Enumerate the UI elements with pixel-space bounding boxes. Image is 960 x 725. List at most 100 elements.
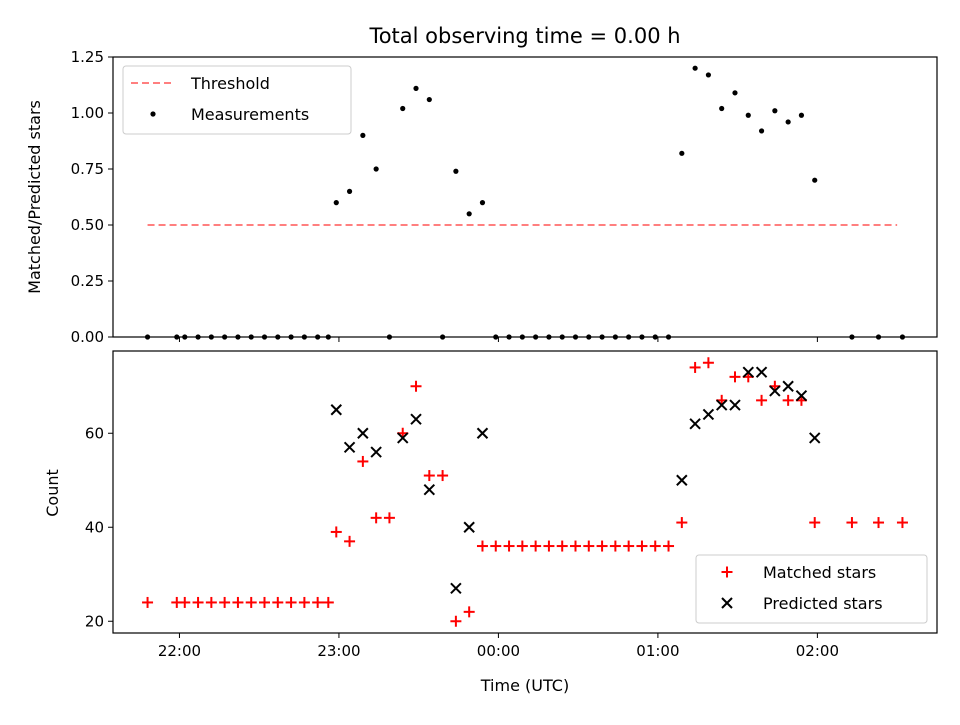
cross-stroke — [809, 432, 821, 444]
matched-star-point — [298, 596, 310, 608]
cross-stroke — [729, 399, 741, 411]
matched-star-point — [437, 470, 449, 482]
matched-star-point — [142, 596, 154, 608]
matched-star-point — [809, 517, 821, 529]
predicted-star-point — [676, 474, 688, 486]
predicted-star-point — [357, 427, 369, 439]
matched-star-point — [259, 596, 271, 608]
top-chart-title: Total observing time = 0.00 h — [368, 24, 680, 48]
matched-star-point — [344, 535, 356, 547]
x-tick-label: 00:00 — [477, 642, 520, 660]
predicted-legend-cross — [721, 597, 733, 609]
bottom-axes-frame — [112, 350, 938, 634]
measurement-point — [413, 85, 419, 91]
measurement-point — [758, 128, 765, 134]
x-tick-label: 23:00 — [317, 642, 360, 660]
predicted-star-point — [702, 408, 715, 421]
matched-star-point — [179, 596, 191, 608]
matched-star-point — [846, 517, 858, 529]
predicted-star-point — [782, 380, 794, 392]
cross-stroke — [795, 389, 808, 402]
measurement-point — [745, 112, 751, 118]
x-axis-label: Time (UTC) — [480, 676, 569, 695]
top-legend-frame — [122, 65, 352, 135]
measurement-point — [705, 72, 712, 78]
measurement-point — [679, 150, 685, 156]
measurement-point — [346, 188, 353, 194]
cross-stroke — [476, 427, 489, 439]
top-y-tick-label: 0.25 — [71, 272, 104, 290]
top-y-axis-label: Matched/Predicted stars — [25, 100, 44, 294]
matched-star-point — [192, 596, 204, 608]
top-y-tick-label: 1.25 — [71, 48, 104, 66]
matched-star-point — [232, 596, 244, 608]
matched-star-point — [312, 596, 324, 608]
x-tick-label: 22:00 — [158, 642, 201, 660]
predicted-star-point — [755, 366, 768, 378]
matched-star-point — [450, 615, 462, 627]
measurement-point — [453, 168, 459, 174]
predicted-star-point — [809, 432, 821, 444]
bottom-y-tick-label: 20 — [85, 612, 104, 630]
cross-stroke — [676, 474, 688, 486]
matched-star-point — [503, 540, 515, 552]
predicted-legend-marker — [721, 597, 733, 609]
cross-stroke — [357, 427, 369, 439]
predicted-star-point — [343, 441, 356, 454]
matched-star-point — [383, 512, 395, 524]
matched-star-point — [556, 540, 568, 552]
cross-stroke — [343, 441, 356, 454]
cross-stroke — [330, 404, 342, 416]
bottom-axes: Count Time (UTC) 20 40 60 22:00 23:00 00:00 01… — [43, 350, 938, 695]
cross-stroke — [769, 385, 781, 397]
threshold-legend-label: Threshold — [190, 74, 270, 93]
matched-star-point — [357, 455, 369, 467]
matched-legend-marker — [721, 566, 733, 578]
matched-star-point — [463, 606, 475, 618]
matched-star-point — [676, 517, 688, 529]
cross-stroke — [755, 366, 768, 378]
measurement-point — [373, 166, 379, 172]
matched-star-point — [873, 517, 885, 529]
cross-stroke — [702, 408, 715, 421]
matched-star-point — [272, 596, 284, 608]
top-legend: Threshold Measurements — [122, 65, 352, 135]
matched-star-point — [729, 371, 741, 383]
top-y-tick-label: 0.50 — [71, 216, 104, 234]
predicted-star-point — [370, 446, 382, 458]
cross-stroke — [742, 366, 754, 378]
predicted-star-point — [795, 389, 808, 402]
cross-stroke — [721, 597, 733, 609]
matched-star-point — [370, 512, 382, 524]
predicted-star-point — [715, 399, 728, 411]
measurement-point — [732, 90, 738, 96]
matched-star-point — [689, 361, 701, 373]
measurement-point — [360, 132, 366, 138]
matched-star-point — [205, 596, 217, 608]
matched-star-point — [636, 540, 648, 552]
matched-star-point — [756, 394, 768, 406]
matched-star-point — [423, 470, 435, 482]
cross-stroke — [397, 432, 409, 444]
measurement-point — [692, 65, 698, 71]
matched-star-point — [516, 540, 528, 552]
measurement-point — [333, 200, 339, 206]
predicted-star-point — [742, 366, 754, 378]
bottom-y-axis-label: Count — [43, 469, 62, 517]
measurement-point — [798, 112, 805, 118]
predicted-star-point — [729, 399, 741, 411]
cross-stroke — [689, 418, 701, 430]
bottom-legend-frame — [695, 554, 928, 624]
predicted-star-point — [476, 427, 489, 439]
bottom-y-tick-label: 40 — [85, 518, 104, 536]
matched-star-point — [410, 380, 422, 392]
predicted-star-point — [330, 404, 342, 416]
measurement-point — [400, 105, 406, 112]
matched-star-point — [322, 596, 334, 608]
measurement-point — [479, 200, 486, 206]
matched-star-point — [285, 596, 297, 608]
predicted-star-point — [397, 432, 409, 444]
matched-star-point — [649, 540, 661, 552]
cross-stroke — [463, 521, 475, 533]
cross-stroke — [715, 399, 728, 411]
